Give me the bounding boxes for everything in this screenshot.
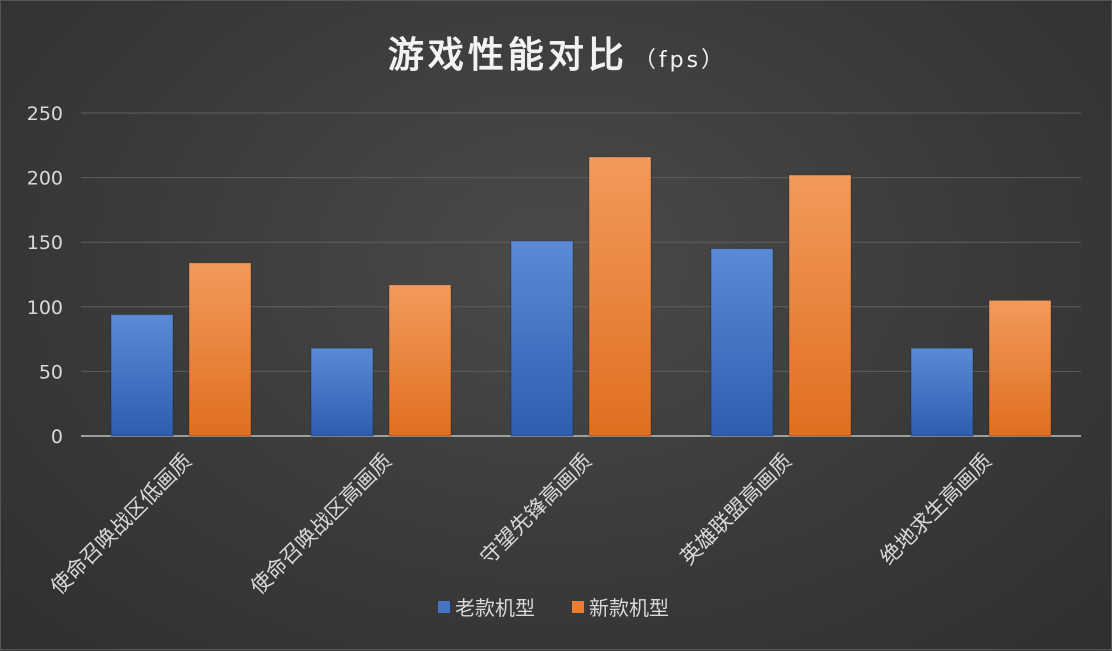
bar-series-0-cat-2 bbox=[510, 240, 574, 437]
x-category-label: 使命召唤战区低画质 bbox=[46, 449, 197, 600]
bar-series-0-cat-4 bbox=[910, 347, 974, 437]
bar-series-1-cat-0 bbox=[188, 262, 252, 437]
y-tick-label: 200 bbox=[27, 168, 63, 190]
x-category-label: 绝地求生高画质 bbox=[876, 449, 997, 570]
legend-swatch-1 bbox=[572, 601, 584, 613]
bar-series-0-cat-3 bbox=[710, 248, 774, 437]
x-category-label: 使命召唤战区高画质 bbox=[246, 449, 397, 600]
y-tick-label: 0 bbox=[51, 426, 63, 448]
y-tick-label: 100 bbox=[27, 297, 63, 319]
bar-series-1-cat-4 bbox=[988, 299, 1052, 437]
x-axis-labels: 使命召唤战区低画质 使命召唤战区高画质 守望先锋高画质 英雄联盟高画质 绝地求生高画质 bbox=[46, 449, 997, 600]
legend-swatch-0 bbox=[438, 601, 450, 613]
y-tick-label: 50 bbox=[39, 361, 63, 383]
bar-series-1-cat-1 bbox=[388, 284, 452, 437]
legend-label-0: 老款机型 bbox=[455, 596, 535, 620]
bar-series-0-cat-1 bbox=[310, 347, 374, 437]
bars-layer bbox=[110, 156, 1052, 437]
y-tick-label: 150 bbox=[27, 232, 63, 254]
bar-series-1-cat-2 bbox=[588, 156, 652, 437]
legend: 老款机型 新款机型 bbox=[438, 596, 669, 620]
chart-title: 游戏性能对比 （fps） bbox=[388, 35, 726, 76]
x-category-label: 英雄联盟高画质 bbox=[676, 449, 797, 570]
legend-label-1: 新款机型 bbox=[589, 596, 669, 620]
bar-series-1-cat-3 bbox=[788, 174, 852, 437]
chart-title-unit: （fps） bbox=[634, 48, 726, 73]
bar-series-0-cat-0 bbox=[110, 314, 174, 437]
chart-title-main: 游戏性能对比 bbox=[388, 35, 628, 76]
y-tick-label: 250 bbox=[27, 103, 63, 125]
x-category-label: 守望先锋高画质 bbox=[476, 449, 597, 570]
